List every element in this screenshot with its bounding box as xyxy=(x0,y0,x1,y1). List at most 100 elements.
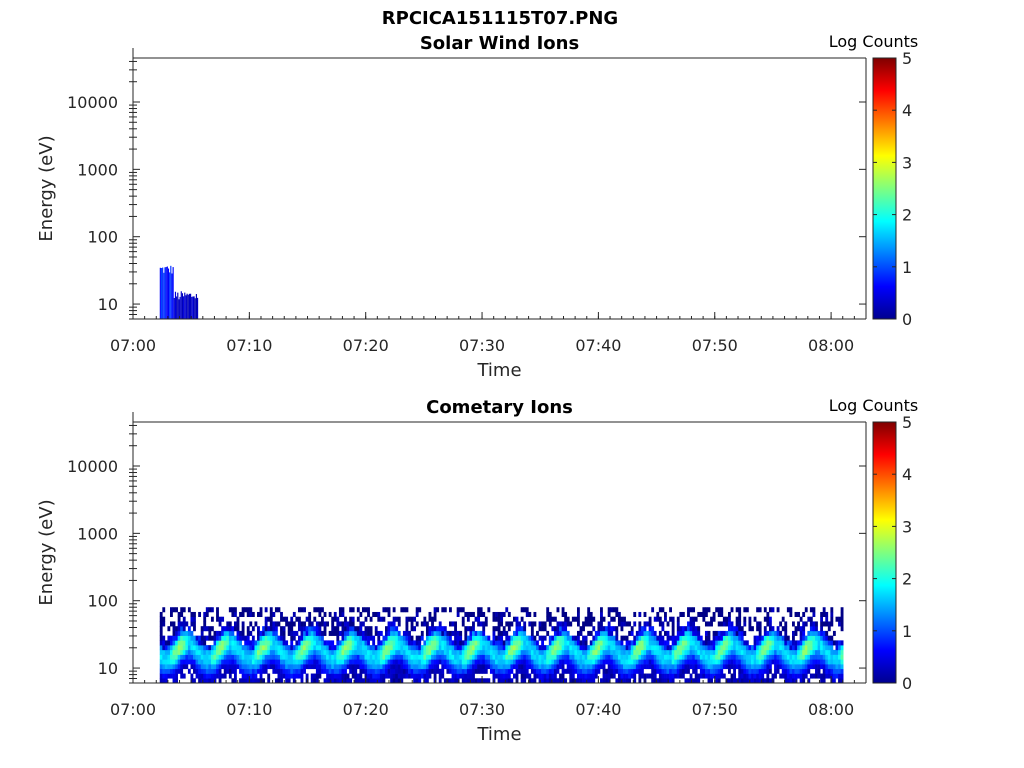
data-cell xyxy=(717,621,721,627)
data-cell xyxy=(377,616,381,622)
data-cell xyxy=(525,640,529,646)
data-cell xyxy=(840,649,844,655)
data-cell xyxy=(594,668,598,674)
data-cell xyxy=(574,678,578,684)
data-cell xyxy=(162,678,166,684)
data-cell xyxy=(702,611,706,618)
data-cell xyxy=(799,649,803,655)
data-cell xyxy=(763,635,767,641)
data-cell xyxy=(786,668,790,674)
data-cell xyxy=(241,607,245,613)
data-cell xyxy=(656,649,660,655)
data-cell xyxy=(241,630,245,636)
data-cell xyxy=(420,668,424,674)
data-cell xyxy=(223,626,227,632)
colorbar-tick-label: 5 xyxy=(902,413,912,432)
data-cell xyxy=(241,664,245,670)
data-cell xyxy=(257,635,260,641)
data-cell xyxy=(656,645,660,651)
data-cell xyxy=(740,664,744,670)
data-cell xyxy=(771,673,775,679)
data-cell xyxy=(661,654,665,660)
data-cell xyxy=(218,640,222,646)
data-cell xyxy=(382,664,386,670)
data-cell xyxy=(646,659,649,665)
data-cell xyxy=(779,654,783,660)
data-cell xyxy=(300,645,304,651)
data-cell xyxy=(280,654,283,660)
data-cell xyxy=(397,630,401,636)
data-cell xyxy=(612,640,616,646)
data-cell xyxy=(528,673,532,679)
data-cell xyxy=(792,668,795,674)
data-cell xyxy=(615,626,619,632)
data-cell xyxy=(392,664,396,670)
data-cell xyxy=(533,635,537,641)
data-cell xyxy=(643,659,647,665)
data-cell xyxy=(249,659,253,665)
data-cell xyxy=(607,649,611,655)
data-cell xyxy=(354,673,358,679)
data-cell xyxy=(827,673,831,679)
data-cell xyxy=(249,611,253,618)
data-cell xyxy=(236,649,240,655)
data-cell xyxy=(730,659,734,665)
data-cell xyxy=(638,621,642,627)
data-cell xyxy=(479,635,483,641)
data-cell xyxy=(653,640,657,646)
data-cell xyxy=(792,645,795,651)
data-cell xyxy=(321,630,324,636)
data-cell xyxy=(495,635,498,641)
data-cell xyxy=(584,659,588,665)
data-cell xyxy=(694,668,698,674)
data-cell xyxy=(164,649,168,655)
data-cell xyxy=(728,621,731,627)
data-cell xyxy=(195,635,199,641)
data-cell xyxy=(208,630,212,636)
data-cell xyxy=(523,635,527,641)
data-cell xyxy=(233,640,237,646)
data-cell xyxy=(331,640,335,646)
data-cell xyxy=(297,649,301,655)
data-cell xyxy=(679,611,683,618)
data-cell xyxy=(515,673,519,679)
data-cell xyxy=(364,659,368,665)
data-cell xyxy=(548,649,552,655)
data-cell xyxy=(233,626,237,632)
data-cell xyxy=(589,630,593,636)
data-cell xyxy=(722,649,726,655)
data-cell xyxy=(712,664,716,670)
data-cell xyxy=(571,673,575,679)
data-cell xyxy=(771,607,775,613)
data-cell xyxy=(466,649,470,655)
data-cell xyxy=(579,678,583,684)
data-cell xyxy=(725,649,729,655)
data-cell xyxy=(280,640,283,646)
data-cell xyxy=(159,659,163,665)
data-cell xyxy=(679,635,683,641)
data-cell xyxy=(735,626,739,632)
data-cell xyxy=(349,616,353,622)
data-cell xyxy=(712,673,716,679)
data-cell xyxy=(556,635,560,641)
data-cell xyxy=(799,664,803,670)
data-cell xyxy=(676,668,680,674)
data-cell xyxy=(664,664,667,670)
data-cell xyxy=(364,654,368,660)
data-cell xyxy=(740,635,744,641)
data-cell xyxy=(648,640,652,646)
data-cell xyxy=(607,673,611,679)
data-cell xyxy=(748,649,752,655)
data-cell xyxy=(364,616,368,622)
data-cell xyxy=(838,678,841,684)
data-cell xyxy=(175,630,178,636)
data-cell xyxy=(707,649,711,655)
data-cell xyxy=(264,630,268,636)
data-cell xyxy=(756,673,760,679)
data-cell xyxy=(505,673,509,679)
data-cell xyxy=(717,611,721,618)
data-cell xyxy=(349,668,353,674)
data-cell xyxy=(420,621,424,627)
data-cell xyxy=(781,640,785,646)
data-cell xyxy=(507,611,511,618)
